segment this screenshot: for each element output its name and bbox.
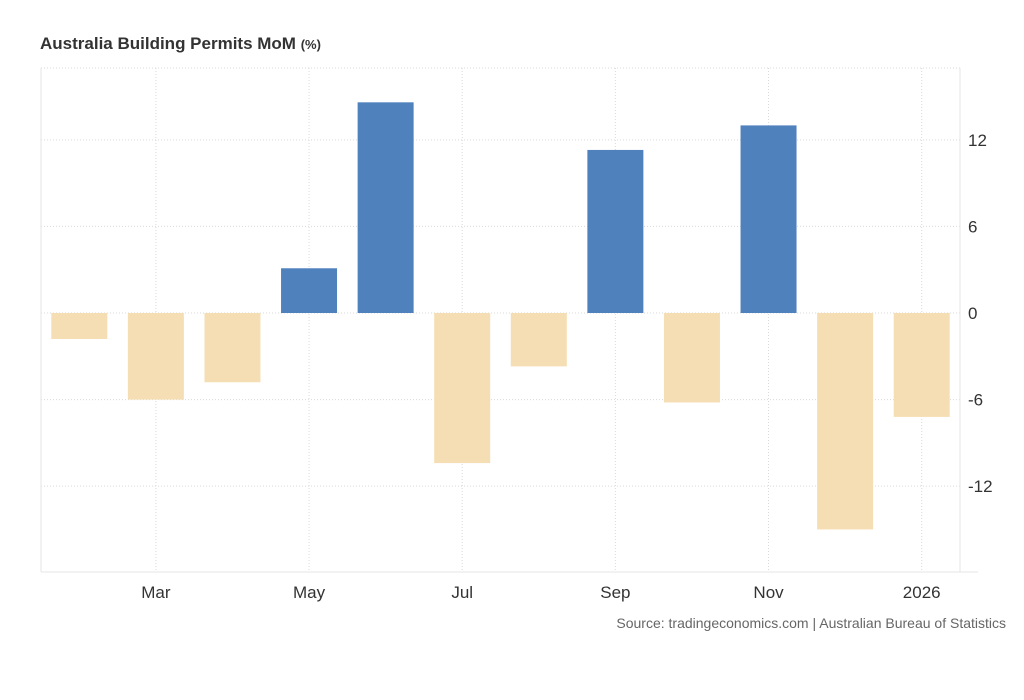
bar	[510, 313, 567, 367]
x-tick-labels: Mar May Jul Sep Nov 2026	[141, 583, 940, 602]
axes	[40, 68, 978, 573]
bar	[281, 268, 338, 313]
chart-title-unit: (%)	[300, 37, 321, 52]
source-credit: Source: tradingeconomics.com | Australia…	[616, 615, 1006, 631]
bar	[740, 125, 797, 313]
bar	[127, 313, 184, 400]
y-tick-label: -6	[968, 391, 983, 410]
y-tick-label: 0	[968, 304, 977, 323]
x-tick-label: Jul	[451, 583, 473, 602]
x-tick-label: Sep	[600, 583, 630, 602]
x-tick-label: Nov	[753, 583, 784, 602]
bars	[51, 102, 950, 530]
x-tick-label: May	[293, 583, 326, 602]
bar	[663, 313, 720, 403]
bar	[434, 313, 491, 464]
bar	[893, 313, 950, 417]
y-tick-label: -12	[968, 477, 993, 496]
x-tick-label: Mar	[141, 583, 171, 602]
y-tick-labels: 12 6 0 -6 -12	[968, 131, 993, 496]
chart-title-text: Australia Building Permits MoM	[40, 34, 296, 53]
chart-title: Australia Building Permits MoM (%)	[40, 34, 321, 54]
bar	[357, 102, 414, 314]
bar	[204, 313, 261, 383]
x-tick-label: 2026	[903, 583, 941, 602]
bar	[587, 149, 644, 313]
y-tick-label: 6	[968, 217, 977, 236]
y-tick-label: 12	[968, 131, 987, 150]
bar	[817, 313, 874, 530]
bar	[51, 313, 108, 339]
